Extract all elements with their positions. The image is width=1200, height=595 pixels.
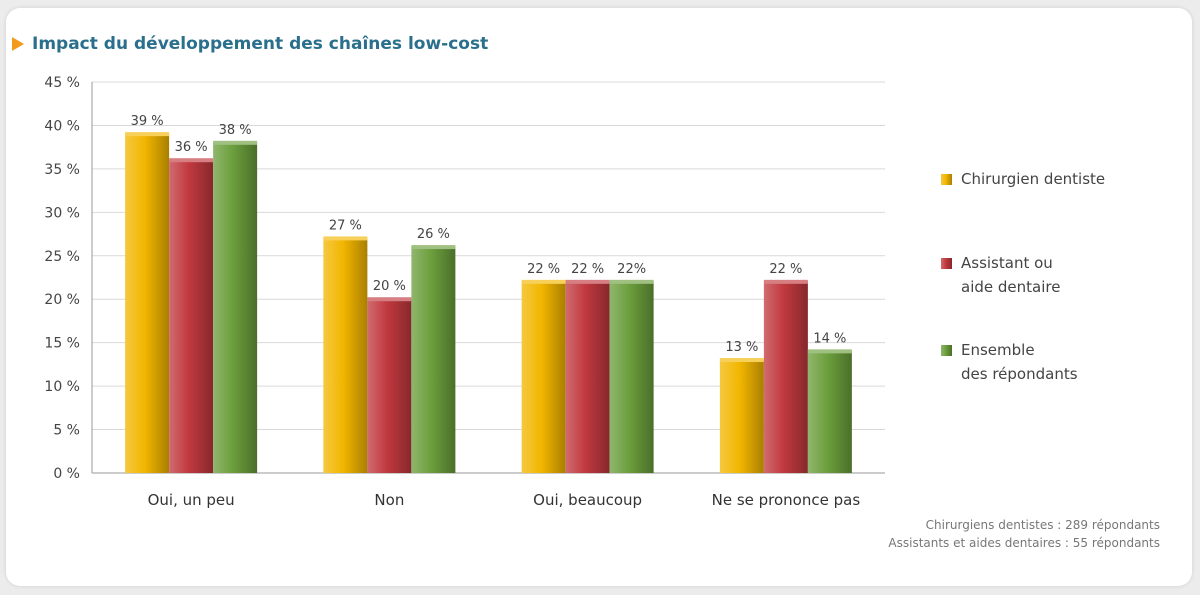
y-tick-label: 45 % [44,75,80,91]
data-label: 22% [617,262,646,277]
bar [764,282,808,473]
x-tick-label: Ne se prononce pas [712,491,861,509]
data-label: 38 % [219,123,252,138]
bar-cap [323,236,367,240]
bar [169,160,213,473]
bar [522,282,566,473]
bar [323,238,367,473]
y-tick-label: 35 % [44,162,80,178]
bar-cap [522,280,566,284]
legend-swatch [941,345,952,356]
x-tick-label: Oui, un peu [148,491,235,509]
legend-label: Chirurgien dentiste [961,170,1105,188]
y-tick-label: 40 % [44,118,80,134]
bar [213,143,257,473]
bar [566,282,610,473]
bar-cap [808,349,852,353]
legend: Chirurgien dentiste Assistant ou aide dent… [941,170,1105,383]
bar [367,299,411,473]
legend-swatch [941,174,952,185]
note-dentists: Chirurgiens dentistes : 289 répondants [926,518,1160,532]
y-tick-label: 30 % [44,205,80,221]
y-tick-label: 0 % [53,466,80,482]
data-label: 22 % [527,262,560,277]
y-tick-label: 15 % [44,336,80,352]
y-tick-label: 25 % [44,249,80,265]
data-label: 22 % [571,262,604,277]
bars [125,132,852,473]
y-tick-label: 5 % [53,423,80,439]
legend-label: Assistant ou aide dentaire [961,254,1060,296]
bar-cap [610,280,654,284]
bar [411,247,455,473]
x-tick-label: Non [374,491,404,509]
x-axis-ticks: Oui, un peu Non Oui, beaucoup Ne se prononc… [148,491,861,509]
bar-cap [213,141,257,145]
legend-swatch [941,258,952,269]
data-label: 26 % [417,227,450,242]
legend-label: Ensemble des répondants [961,341,1078,383]
data-label: 22 % [769,262,802,277]
data-label: 14 % [813,331,846,346]
data-label: 20 % [373,279,406,294]
data-label: 27 % [329,218,362,233]
bar-cap [764,280,808,284]
bar [808,351,852,473]
y-axis-ticks: 0 % 5 % 10 % 15 % 20 % 25 % 30 % 35 % 40 % 45 % [44,75,80,482]
bar-cap [169,158,213,162]
bar-cap [411,245,455,249]
bar [610,282,654,473]
y-tick-label: 20 % [44,292,80,308]
bar-cap [367,297,411,301]
data-label: 39 % [131,114,164,129]
data-label: 13 % [725,340,758,355]
x-tick-label: Oui, beaucoup [533,491,642,509]
bar-cap [125,132,169,136]
y-tick-label: 10 % [44,379,80,395]
bar [720,360,764,473]
data-label: 36 % [175,140,208,155]
bar-cap [566,280,610,284]
note-assistants: Assistants et aides dentaires : 55 répon… [888,536,1160,550]
bar [125,134,169,473]
bar-cap [720,358,764,362]
